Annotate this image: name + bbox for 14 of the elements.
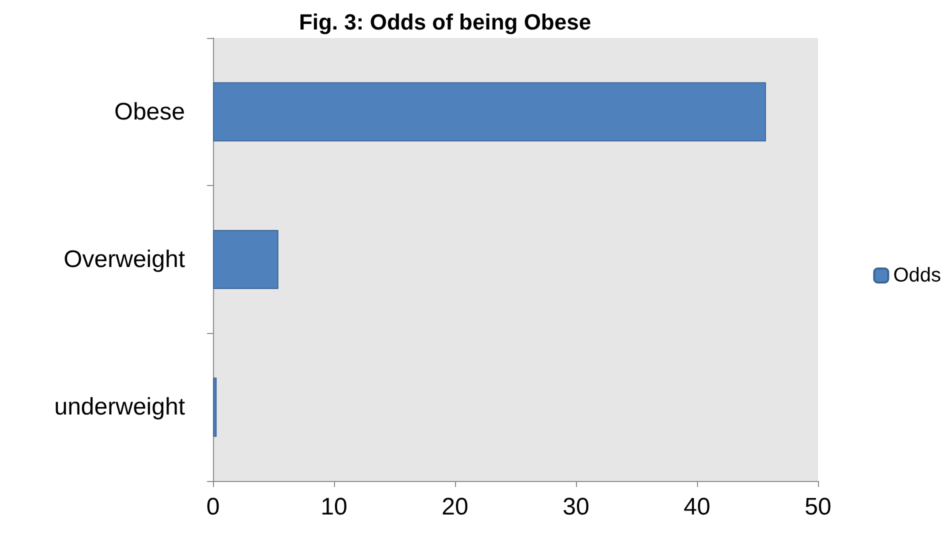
x-tick-label: 40 (684, 494, 710, 520)
bar (213, 378, 217, 437)
chart-title: Fig. 3: Odds of being Obese (298, 10, 592, 34)
bar (213, 82, 766, 142)
y-tick-label: Obese (114, 98, 185, 126)
bar (213, 230, 278, 290)
y-tick-label: Overweight (64, 246, 186, 273)
x-tick-label: 50 (804, 494, 832, 520)
x-tick-label: 20 (442, 494, 468, 520)
legend-label: Odds (893, 264, 942, 286)
x-tick-label: 30 (562, 494, 590, 520)
x-tick-label: 10 (320, 494, 348, 520)
x-tick-label: 0 (206, 494, 220, 520)
y-tick-label: underweight (54, 394, 186, 421)
